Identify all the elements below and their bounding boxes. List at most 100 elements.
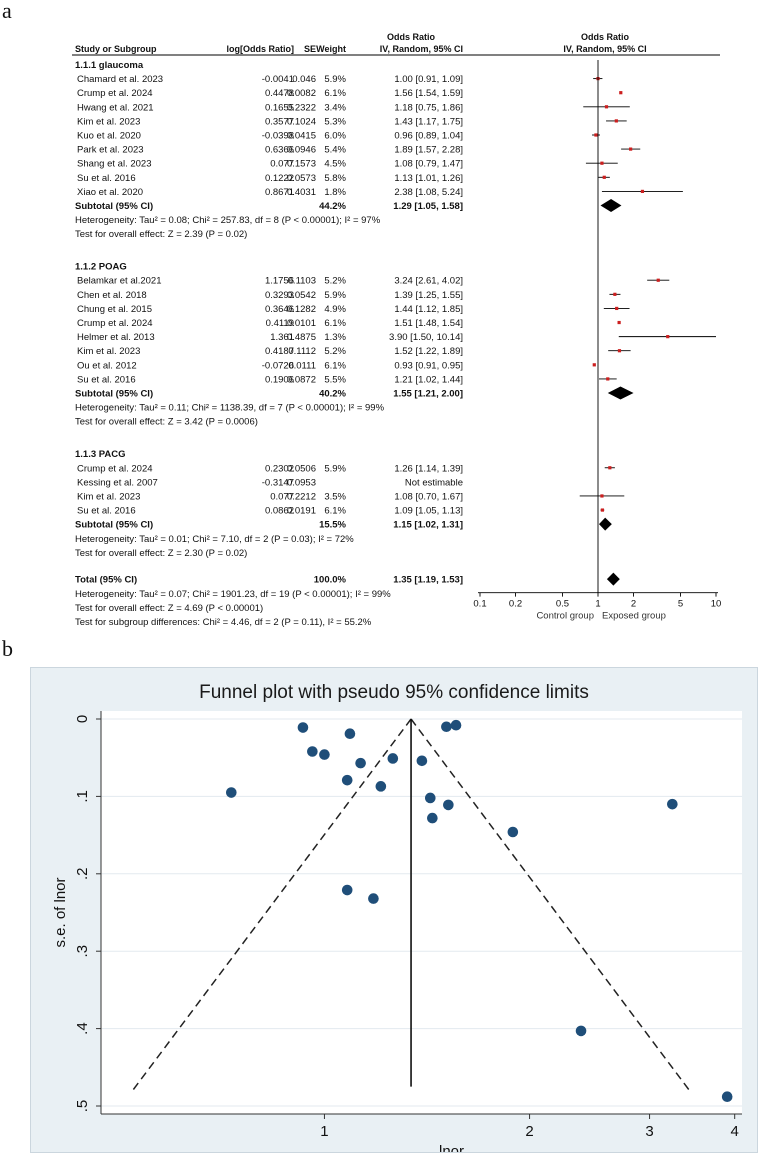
x-tick-label: 4 [731, 1123, 739, 1140]
x-tick-label: 3 [645, 1123, 653, 1140]
study-weight: 5.2% [324, 276, 346, 287]
study-weight: 5.9% [324, 463, 346, 474]
footer-line: Test for subgroup differences: Chi² = 4.… [75, 617, 372, 628]
col-group-header: Odds Ratio [387, 32, 436, 42]
effect-point [613, 292, 617, 296]
overall-effect-text: Test for overall effect: Z = 3.42 (P = 0… [75, 417, 258, 428]
effect-point [600, 494, 604, 498]
study-se: 0.2322 [287, 102, 316, 113]
study-weight: 6.1% [324, 318, 346, 329]
study-se: 0.0872 [287, 374, 316, 385]
header-ci: IV, Random, 95% CI [380, 44, 463, 54]
study-logor: 0.4478 [265, 88, 294, 99]
study-se: 0.0082 [287, 88, 316, 99]
subtotal-label: Subtotal (95% CI) [75, 520, 153, 531]
study-ci: 1.08 [0.70, 1.67] [394, 491, 463, 502]
header-study: Study or Subgroup [75, 44, 157, 54]
effect-point [614, 119, 618, 123]
study-point [344, 728, 356, 740]
study-logor: 0.3293 [265, 290, 294, 301]
y-axis-label: s.e. of lnor [52, 877, 69, 947]
x-tick-label: 0.2 [509, 599, 522, 610]
study-logor: 0.8671 [265, 187, 294, 198]
x-tick-label: 0.1 [473, 599, 486, 610]
subtotal-diamond [607, 386, 634, 400]
x-tick-label: 2 [525, 1123, 533, 1140]
heterogeneity-text: Heterogeneity: Tau² = 0.11; Chi² = 1138.… [75, 403, 385, 414]
y-tick-label: .5 [74, 1100, 91, 1113]
study-logor: -0.0041 [262, 74, 294, 85]
group-heading: 1.1.1 glaucoma [75, 60, 144, 71]
plot-area [101, 711, 742, 1114]
study-point [226, 787, 237, 798]
study-logor: 1.361 [270, 332, 294, 343]
x-tick-label: 2 [631, 599, 636, 610]
study-logor: 0.077 [270, 491, 294, 502]
y-tick-label: .1 [74, 790, 91, 803]
x-tick-label: 1 [595, 599, 600, 610]
study-point [368, 893, 379, 904]
total-weight: 100.0% [314, 575, 347, 586]
study-name: Belamkar et al.2021 [77, 276, 162, 287]
study-logor: 0.2302 [265, 463, 294, 474]
study-se: 0.0415 [287, 131, 316, 142]
study-se: 0.0542 [287, 290, 316, 301]
effect-point [629, 147, 633, 151]
study-se: 0.4031 [287, 187, 316, 198]
total-diamond [606, 572, 620, 586]
axis-right-label: Exposed group [602, 611, 666, 622]
study-weight: 5.5% [324, 374, 346, 385]
header-weight: Weight [316, 44, 346, 54]
effect-point [608, 466, 612, 470]
study-logor: 0.6366 [265, 145, 294, 156]
study-name: Kim et al. 2023 [77, 116, 140, 127]
study-se: 0.046 [292, 74, 316, 85]
study-ci: 1.08 [0.79, 1.47] [394, 159, 463, 170]
effect-point [656, 278, 660, 282]
study-weight: 4.9% [324, 304, 346, 315]
study-point [721, 1091, 733, 1103]
study-name: Hwang et al. 2021 [77, 102, 154, 113]
study-weight: 6.1% [324, 88, 346, 99]
study-name: Chung et al. 2015 [77, 304, 152, 315]
study-weight: 5.4% [324, 145, 346, 156]
funnel-title: Funnel plot with pseudo 95% confidence l… [199, 682, 589, 703]
study-weight: 3.4% [324, 102, 346, 113]
subtotal-ci: 1.55 [1.21, 2.00] [393, 389, 463, 400]
study-weight: 5.8% [324, 173, 346, 184]
effect-point [619, 91, 623, 95]
study-name: Su et al. 2016 [77, 374, 136, 385]
study-point [297, 722, 309, 733]
subtotal-weight: 40.2% [319, 389, 346, 400]
subtotal-label: Subtotal (95% CI) [75, 201, 153, 212]
study-name: Shang et al. 2023 [77, 159, 151, 170]
study-name: Crump et al. 2024 [77, 318, 153, 329]
header-se: SE [304, 44, 316, 54]
heterogeneity-text: Heterogeneity: Tau² = 0.08; Chi² = 257.8… [75, 215, 381, 226]
subtotal-weight: 15.5% [319, 520, 346, 531]
study-se: 0.1112 [288, 346, 316, 357]
subtotal-label: Subtotal (95% CI) [75, 389, 153, 400]
study-name: Kim et al. 2023 [77, 491, 140, 502]
study-point [341, 884, 353, 896]
study-ci: 0.96 [0.89, 1.04] [394, 131, 463, 142]
effect-point [666, 335, 670, 339]
study-point [387, 753, 399, 764]
x-tick-label: 5 [678, 599, 683, 610]
study-weight: 6.1% [324, 360, 346, 371]
effect-point [640, 189, 645, 193]
subtotal-diamond [599, 517, 612, 531]
study-logor: 0.077 [270, 159, 294, 170]
study-se: 0.0111 [288, 360, 316, 371]
study-point [667, 798, 678, 810]
col-group-header-plot: Odds Ratio [581, 32, 630, 42]
study-ci: 1.00 [0.91, 1.09] [394, 74, 463, 85]
study-ci: 1.21 [1.02, 1.44] [394, 374, 463, 385]
study-point [355, 757, 366, 769]
effect-point [617, 349, 622, 353]
footer-line: Test for overall effect: Z = 4.69 (P < 0… [75, 603, 263, 614]
study-name: Crump et al. 2024 [77, 463, 153, 474]
study-logor: 0.3646 [265, 304, 294, 315]
study-ci: 1.13 [1.01, 1.26] [394, 173, 463, 184]
study-se: 0.0191 [287, 506, 316, 517]
